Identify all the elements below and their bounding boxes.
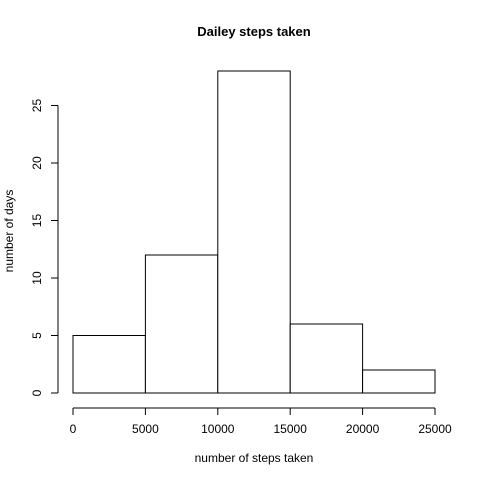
- histogram-bar-0: [72, 335, 146, 394]
- y-axis-label: number of days: [2, 190, 16, 273]
- histogram-bar-2: [217, 70, 291, 394]
- x-axis: 0 5000 10000 15000 20000 25000: [70, 407, 452, 436]
- y-tick-label-2: 10: [30, 271, 44, 285]
- histogram-bar-1: [144, 254, 219, 394]
- x-tick-label-0: 0: [70, 422, 77, 436]
- y-tick-label-3: 15: [30, 214, 44, 228]
- x-tick-label-4: 20000: [346, 422, 380, 436]
- histogram-bar-4: [362, 369, 436, 394]
- x-tick-label-5: 25000: [418, 422, 452, 436]
- y-tick-label-1: 5: [30, 332, 44, 339]
- x-tick-label-3: 15000: [274, 422, 308, 436]
- chart-title: Dailey steps taken: [197, 24, 311, 39]
- x-axis-label: number of steps taken: [195, 451, 314, 465]
- y-axis: 0 5 10 15 20 25: [30, 99, 59, 396]
- y-tick-label-4: 20: [30, 156, 44, 170]
- histogram-bar-3: [289, 323, 364, 394]
- y-tick-label-0: 0: [30, 389, 44, 396]
- bars-group: [72, 70, 436, 394]
- x-tick-label-1: 5000: [132, 422, 159, 436]
- x-tick-label-2: 10000: [201, 422, 235, 436]
- y-tick-label-5: 25: [30, 99, 44, 113]
